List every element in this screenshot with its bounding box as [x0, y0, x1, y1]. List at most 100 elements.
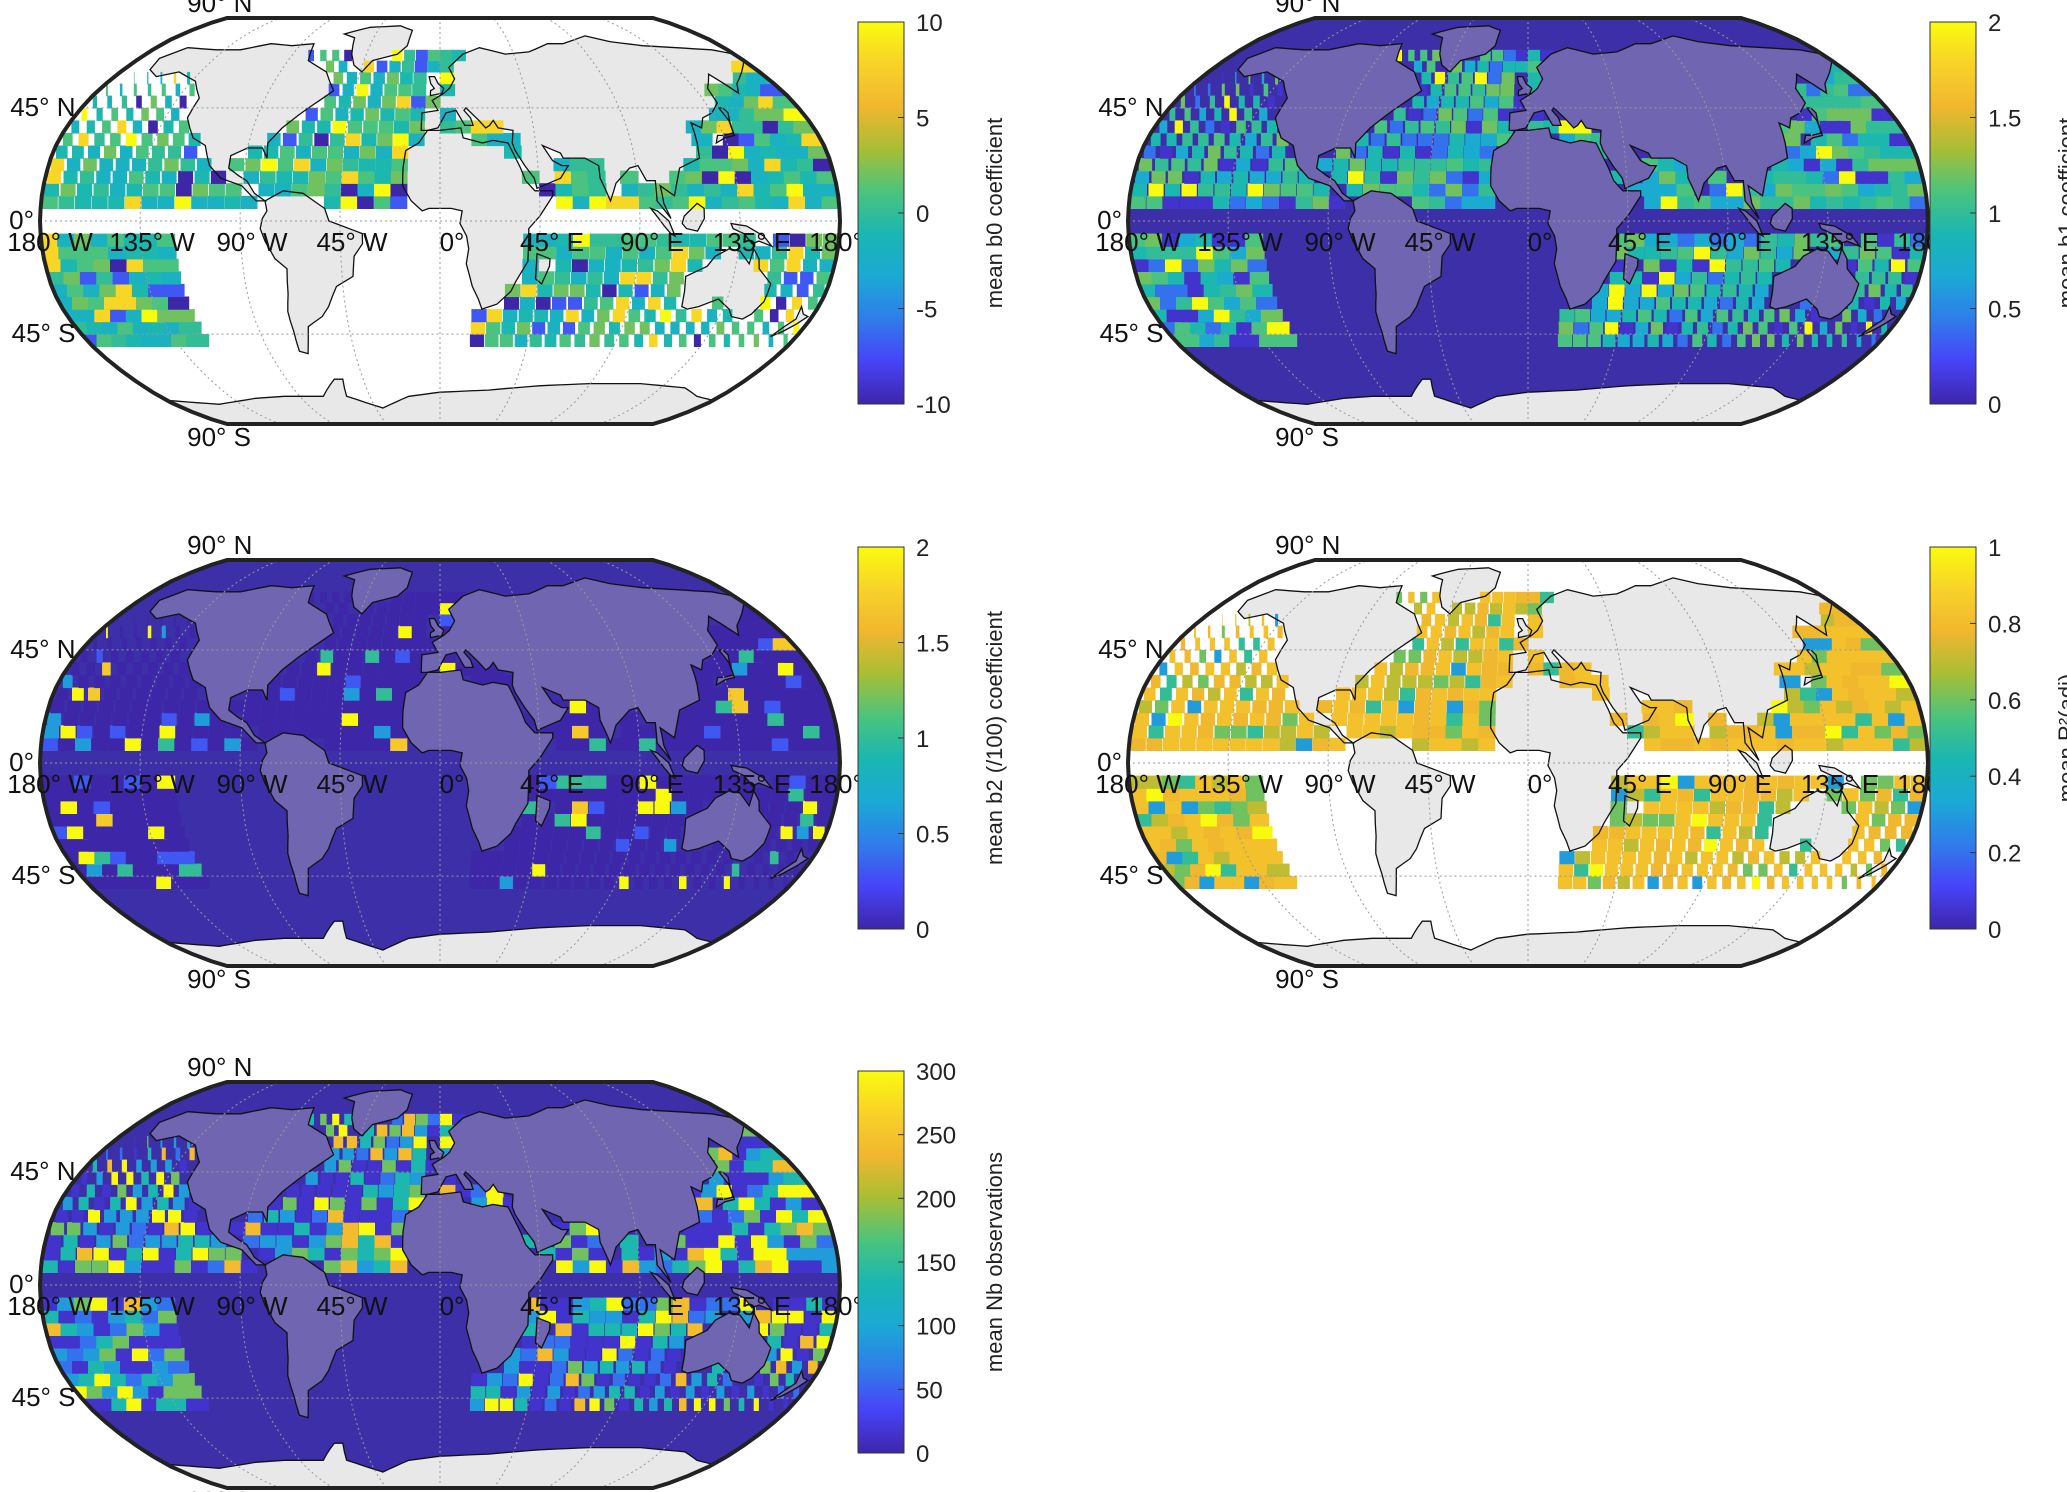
lat-label: 45° S: [12, 860, 76, 890]
grid-cell: [57, 1297, 76, 1311]
grid-cell: [96, 813, 117, 827]
grid-cell: [1660, 183, 1678, 197]
grid-cell: [1277, 625, 1283, 639]
grid-cell: [1557, 876, 1572, 889]
grid-cell: [96, 1234, 111, 1248]
grid-cell: [1572, 876, 1587, 889]
grid-cell: [1184, 271, 1205, 285]
grid-cell: [1420, 662, 1435, 676]
grid-cell: [1224, 95, 1230, 109]
grid-cell: [292, 170, 309, 184]
grid-cell: [518, 1373, 533, 1387]
coastline: [401, 1191, 554, 1374]
grid-cell: [360, 1135, 371, 1149]
grid-cell: [688, 1310, 705, 1324]
grid-cell: [1198, 258, 1218, 272]
grid-cell: [148, 1347, 169, 1362]
grid-cell: [317, 120, 331, 134]
grid-cell: [1835, 321, 1843, 335]
grid-cell: [1389, 662, 1403, 676]
grid-cell: [572, 1310, 590, 1324]
grid-cell: [1263, 83, 1269, 97]
grid-cell: [753, 1247, 773, 1261]
grid-cell: [172, 851, 195, 865]
grid-cell: [581, 1373, 595, 1387]
grid-cell: [1396, 49, 1402, 62]
grid-cell: [569, 700, 588, 714]
grid-cell: [819, 725, 839, 739]
grid-cell: [514, 334, 528, 347]
grid-cell: [1280, 725, 1297, 739]
grid-cell: [655, 246, 672, 260]
grid-cell: [157, 1196, 169, 1211]
grid-cell: [1247, 258, 1267, 272]
grid-cell: [562, 863, 576, 877]
grid-cell: [455, 120, 473, 134]
colorbar-label: mean b2 (/100) coefficient: [982, 611, 1007, 865]
grid-cell: [1171, 283, 1193, 298]
grid-cell: [1624, 838, 1639, 852]
coastline: [1736, 748, 1765, 780]
grid-cell: [604, 1398, 615, 1411]
coastline: [149, 584, 335, 744]
grid-cell: [1184, 170, 1199, 184]
grid-cell: [767, 271, 782, 285]
grid-cell: [1804, 321, 1813, 335]
grid-cell: [107, 1159, 112, 1173]
coastline: [681, 202, 706, 232]
grid-cell: [1336, 687, 1351, 701]
grid-cell: [605, 1322, 621, 1336]
grid-cell: [470, 1385, 486, 1399]
grid-cell: [816, 712, 837, 726]
grid-cell: [1380, 170, 1397, 184]
grid-cell: [145, 170, 161, 184]
grid-cell: [1252, 700, 1267, 714]
grid-cell: [552, 1360, 567, 1374]
graticule: [40, 560, 840, 966]
grid-cell: [131, 825, 153, 840]
grid-cell: [753, 725, 773, 739]
grid-cell: [667, 1347, 681, 1362]
grid-cell: [1727, 233, 1745, 247]
grid-cell: [1738, 283, 1753, 298]
colorbar-tick: 0: [916, 1441, 929, 1468]
grid-cell: [1148, 800, 1169, 814]
grid-cell: [1704, 296, 1718, 310]
grid-cell: [1446, 170, 1463, 184]
grid-cell: [1609, 813, 1626, 827]
grid-cell: [767, 1234, 788, 1248]
grid-cell: [41, 246, 62, 260]
grid-cell: [111, 649, 118, 663]
grid-cell: [552, 838, 567, 852]
grid-cell: [1625, 825, 1641, 840]
grid-cell: [172, 309, 195, 323]
grid-cell: [768, 1398, 774, 1411]
grid-cell: [638, 183, 657, 197]
grid-cell: [1606, 309, 1621, 323]
grid-cell: [171, 1171, 180, 1185]
grid-cell: [755, 737, 774, 751]
grid-cell: [342, 700, 359, 714]
grid-cell: [108, 1310, 128, 1324]
lat-label: 45° S: [12, 318, 76, 348]
grid-cell: [63, 1335, 84, 1349]
grid-cell: [305, 1171, 318, 1185]
grid-cell: [1364, 712, 1381, 726]
grid-cell: [1260, 674, 1273, 689]
grid-cell: [1632, 876, 1645, 889]
grid-cell: [1198, 183, 1214, 197]
grid-cell: [1590, 309, 1606, 323]
grid-cell: [1693, 788, 1711, 802]
grid-cell: [603, 271, 619, 285]
grid-cell: [386, 613, 399, 627]
colorbar-tick: 2: [916, 535, 929, 562]
grid-cell: [125, 1196, 137, 1211]
grid-cell: [803, 800, 818, 814]
grid-cell: [1822, 170, 1843, 184]
lat-label: 90° N: [1275, 530, 1340, 560]
grid-cell: [326, 1124, 335, 1137]
grid-cell: [1909, 788, 1925, 802]
grid-cell: [701, 170, 722, 184]
grid-cell: [712, 687, 733, 701]
